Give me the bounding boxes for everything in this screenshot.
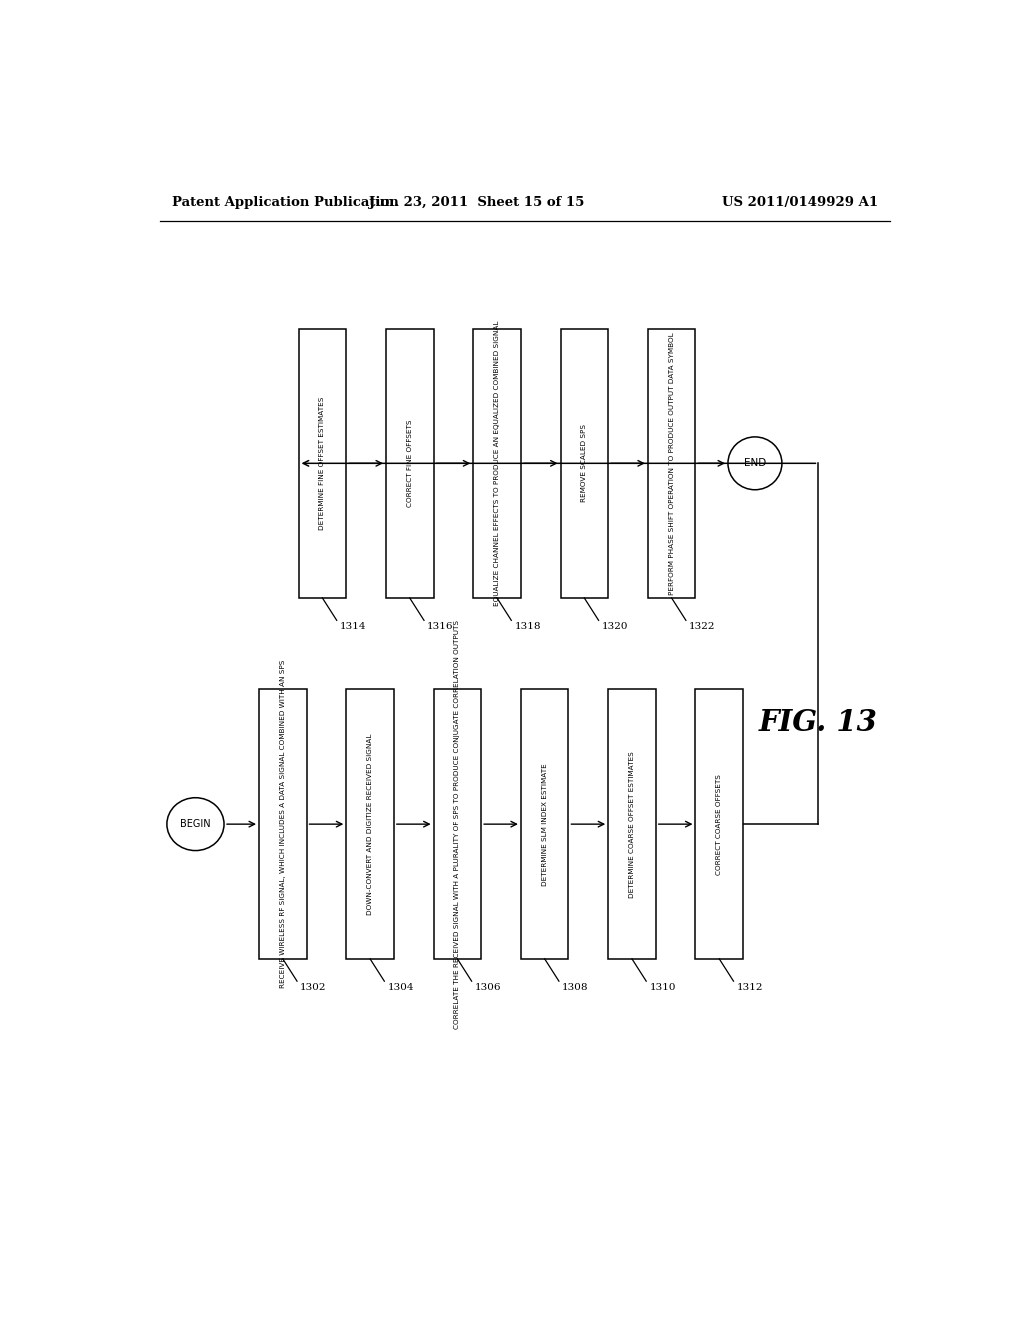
Text: CORRECT FINE OFFSETS: CORRECT FINE OFFSETS (407, 420, 413, 507)
FancyBboxPatch shape (608, 689, 655, 958)
Text: CORRELATE THE RECEIVED SIGNAL WITH A PLURALITY OF SPS TO PRODUCE CONJUGATE CORRE: CORRELATE THE RECEIVED SIGNAL WITH A PLU… (455, 619, 461, 1028)
FancyBboxPatch shape (648, 329, 695, 598)
Text: 1322: 1322 (689, 623, 716, 631)
FancyBboxPatch shape (299, 329, 346, 598)
FancyBboxPatch shape (521, 689, 568, 958)
Text: 1318: 1318 (514, 623, 541, 631)
FancyBboxPatch shape (695, 689, 743, 958)
Text: DOWN-CONVERT AND DIGITIZE RECEIVED SIGNAL: DOWN-CONVERT AND DIGITIZE RECEIVED SIGNA… (367, 734, 373, 915)
FancyBboxPatch shape (560, 329, 608, 598)
Text: DETERMINE SLM INDEX ESTIMATE: DETERMINE SLM INDEX ESTIMATE (542, 763, 548, 886)
Text: RECEIVE WIRELESS RF SIGNAL, WHICH INCLUDES A DATA SIGNAL COMBINED WITH AN SPS: RECEIVE WIRELESS RF SIGNAL, WHICH INCLUD… (280, 660, 286, 989)
Text: Patent Application Publication: Patent Application Publication (172, 195, 398, 209)
Text: DETERMINE FINE OFFSET ESTIMATES: DETERMINE FINE OFFSET ESTIMATES (319, 396, 326, 531)
Text: EQUALIZE CHANNEL EFFECTS TO PRODUCE AN EQUALIZED COMBINED SIGNAL: EQUALIZE CHANNEL EFFECTS TO PRODUCE AN E… (494, 321, 500, 606)
FancyBboxPatch shape (386, 329, 433, 598)
Text: REMOVE SCALED SPS: REMOVE SCALED SPS (582, 424, 588, 503)
Text: 1306: 1306 (475, 983, 502, 993)
Text: Jun. 23, 2011  Sheet 15 of 15: Jun. 23, 2011 Sheet 15 of 15 (370, 195, 585, 209)
Text: 1314: 1314 (340, 623, 367, 631)
Ellipse shape (728, 437, 782, 490)
Text: BEGIN: BEGIN (180, 820, 211, 829)
Text: PERFORM PHASE SHIFT OPERATION TO PRODUCE OUTPUT DATA SYMBOL: PERFORM PHASE SHIFT OPERATION TO PRODUCE… (669, 333, 675, 594)
Text: 1312: 1312 (736, 983, 763, 993)
Text: CORRECT COARSE OFFSETS: CORRECT COARSE OFFSETS (716, 774, 722, 875)
FancyBboxPatch shape (259, 689, 306, 958)
Text: FIG. 13: FIG. 13 (759, 708, 878, 737)
FancyBboxPatch shape (346, 689, 394, 958)
Text: 1302: 1302 (300, 983, 327, 993)
Text: DETERMINE COARSE OFFSET ESTIMATES: DETERMINE COARSE OFFSET ESTIMATES (629, 751, 635, 898)
FancyBboxPatch shape (433, 689, 481, 958)
Text: 1308: 1308 (562, 983, 589, 993)
Text: 1320: 1320 (602, 623, 629, 631)
Text: 1310: 1310 (649, 983, 676, 993)
Text: 1304: 1304 (387, 983, 414, 993)
Ellipse shape (167, 797, 224, 850)
FancyBboxPatch shape (473, 329, 521, 598)
Text: 1316: 1316 (427, 623, 454, 631)
Text: US 2011/0149929 A1: US 2011/0149929 A1 (722, 195, 878, 209)
Text: END: END (743, 458, 766, 469)
